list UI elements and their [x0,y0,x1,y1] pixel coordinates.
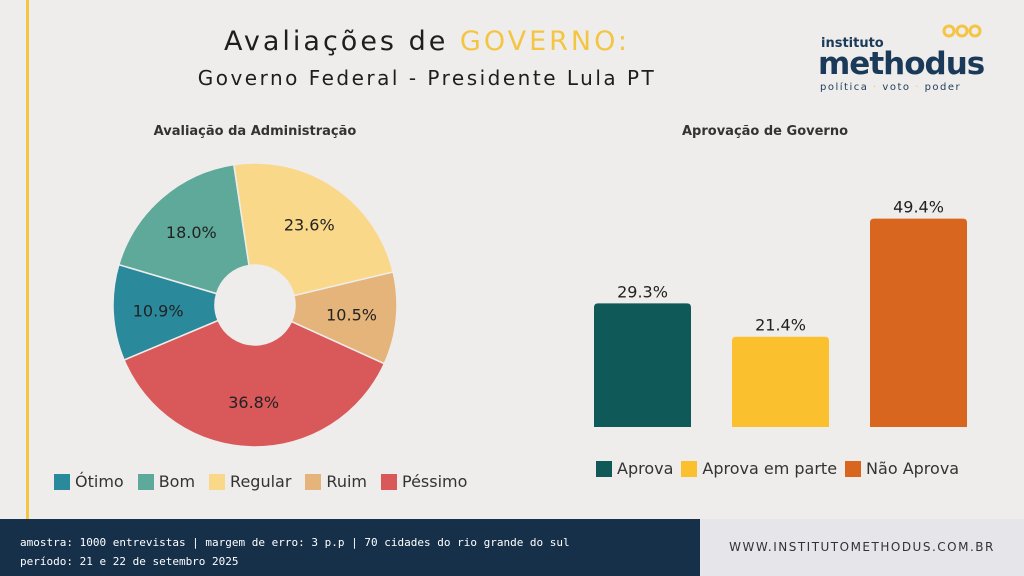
logo-tag-3: poder [924,82,962,93]
legend-swatch [209,473,226,490]
logo-tag-1: política [820,82,869,93]
page-title: Avaliações de GOVERNO: [0,26,1024,57]
bar-data-label: 29.3% [617,282,668,301]
logo-tag-sep: · [915,82,920,93]
legend-item: Aprova [596,459,673,478]
footer-website[interactable]: WWW.INSTITUTOMETHODUS.COM.BR [700,519,1024,576]
bar-data-label: 21.4% [755,316,806,335]
bar-chart: 29.3% 21.4% 49.4% [594,198,967,427]
footer-info: amostra: 1000 entrevistas | margem de er… [0,519,700,576]
logo-tag-2: voto [882,82,911,93]
pie-data-label: 10.5% [326,305,377,324]
pie-slice-péssimo [123,319,386,448]
legend-label: Ótimo [75,472,124,491]
pie-slice-bom [117,163,250,295]
legend-item: Não Aprova [845,459,959,478]
infinity-logo-icon [942,24,982,38]
pie-chart-title: Avaliação da Administração [153,124,357,139]
logo-tagline: política · voto · poder [820,82,961,93]
left-accent-rule [26,0,29,519]
footer-period-line: período: 21 e 22 de setembro 2025 [20,555,239,568]
pie-chart: 10.9% 18.0% 23.6% 10.5% 36.8% [112,162,398,448]
bar-data-label: 49.4% [893,198,944,217]
legend-label: Não Aprova [866,459,960,478]
legend-label: Aprova [617,459,674,478]
logo-small-text: instituto [821,36,884,51]
pie-data-label: 18.0% [166,223,217,242]
legend-swatch [54,473,70,490]
legend-swatch [596,460,612,477]
logo: instituto methodus política · voto · pod… [818,22,988,94]
logo-tag-sep: · [873,82,878,93]
pie-legend: Ótimo Bom Regular Ruim Péssimo [54,472,481,491]
legend-item: Péssimo [381,472,467,491]
bar-chart-title: Aprovação de Governo [681,124,849,139]
legend-label: Ruim [326,472,367,491]
legend-item: Ruim [305,472,367,491]
legend-label: Regular [230,472,292,491]
bar-1 [594,303,691,427]
bar-3 [870,218,967,427]
legend-label: Péssimo [402,472,468,491]
bar-2 [732,336,829,427]
pie-data-label: 23.6% [284,216,335,235]
legend-swatch [845,460,862,477]
title-accent: GOVERNO: [459,26,630,57]
logo-wordmark: methodus [818,46,985,82]
legend-item: Ótimo [54,472,124,491]
legend-swatch [381,473,397,490]
title-prefix: Avaliações de [224,26,460,57]
legend-item: Bom [137,472,196,491]
bar-legend: Aprova Aprova em parte Não Aprova [596,459,967,478]
legend-swatch [137,473,154,490]
legend-swatch [305,473,322,490]
pie-data-label: 36.8% [228,393,279,412]
legend-item: Aprova em parte [681,459,837,478]
legend-item: Regular [209,472,291,491]
legend-label: Aprova em parte [702,459,838,478]
legend-label: Bom [158,472,196,491]
pie-data-label: 10.9% [133,301,184,320]
pie-slice-regular [232,162,395,297]
legend-swatch [681,460,698,477]
page-subtitle: Governo Federal - Presidente Lula PT [197,66,657,90]
footer-sample-line: amostra: 1000 entrevistas | margem de er… [20,536,570,549]
